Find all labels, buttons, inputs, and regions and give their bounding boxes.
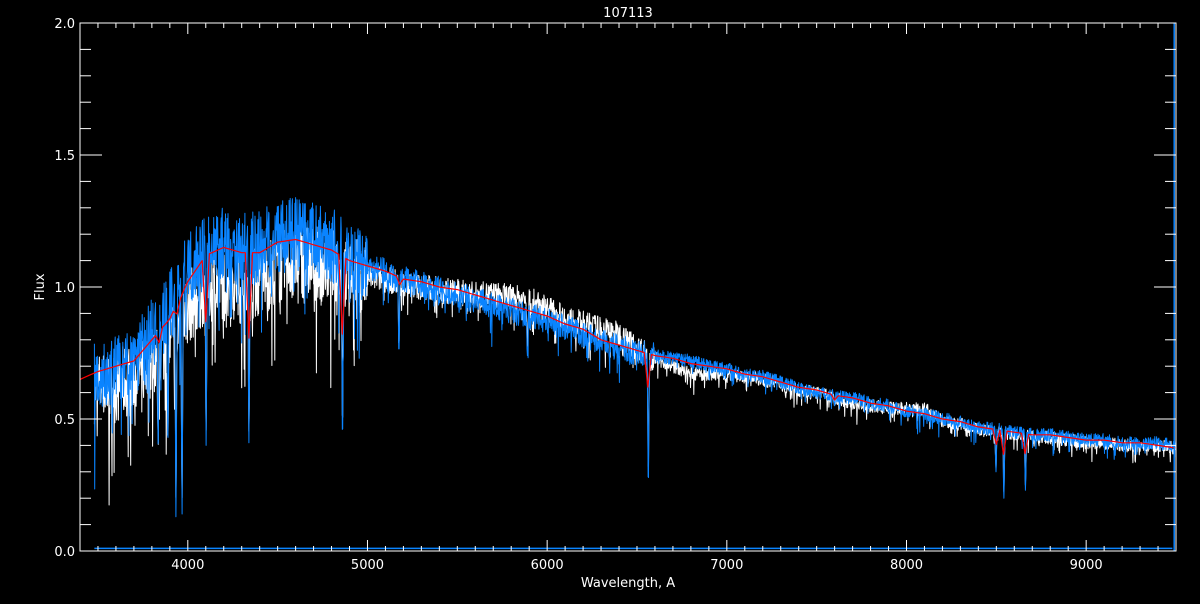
x-axis-label: Wavelength, A [581,576,675,591]
x-tick-label: 8000 [890,558,923,573]
smoothed-spectrum-line [79,238,1177,455]
y-axis-label: Flux [33,273,48,300]
axes [79,22,1177,552]
y-tick-label: 1.5 [54,149,75,164]
x-tick-label: 7000 [710,558,743,573]
x-tick-label: 6000 [531,558,564,573]
x-tick-label: 5000 [351,558,384,573]
x-tick-label: 4000 [171,558,204,573]
model-spectrum-line [93,197,1177,518]
x-tick-labels: 4000 5000 6000 7000 8000 9000 [171,558,1102,573]
y-tick-labels: 0.0 0.5 1.0 1.5 2.0 [54,17,75,560]
chart-title: 107113 [603,6,653,21]
y-tick-label: 1.0 [54,281,75,296]
y-tick-label: 0.5 [54,413,75,428]
x-tick-label: 9000 [1070,558,1103,573]
plot-area [79,23,1177,551]
y-tick-label: 0.0 [54,545,75,560]
y-tick-label: 2.0 [54,17,75,32]
